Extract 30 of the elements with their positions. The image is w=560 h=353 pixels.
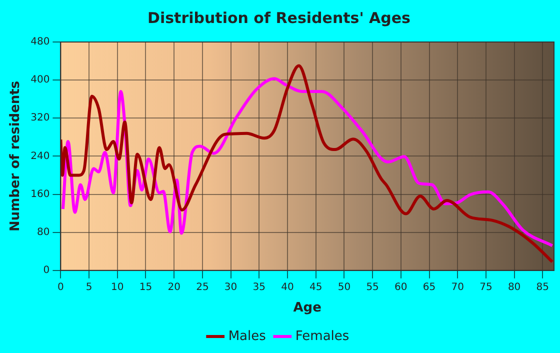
y-tick-label: 160 xyxy=(30,188,50,200)
x-tick-label: 75 xyxy=(480,282,492,293)
x-tick-label: 0 xyxy=(58,282,64,293)
x-tick-label: 80 xyxy=(508,282,521,293)
x-tick-label: 30 xyxy=(224,282,238,293)
x-tick-label: 85 xyxy=(536,282,550,293)
chart-title: Distribution of Residents' Ages xyxy=(148,8,411,27)
x-tick-label: 55 xyxy=(366,282,379,293)
x-tick-label: 70 xyxy=(451,282,464,293)
y-tick-label: 240 xyxy=(30,150,50,162)
x-tick-label: 25 xyxy=(196,282,209,293)
y-tick-label: 320 xyxy=(30,112,50,124)
legend-label: Females xyxy=(295,328,350,344)
x-tick-label: 5 xyxy=(86,282,92,293)
legend-label: Males xyxy=(228,328,266,344)
y-tick-label: 80 xyxy=(36,226,50,238)
x-tick-label: 65 xyxy=(422,282,436,293)
x-tick-label: 60 xyxy=(394,282,408,293)
y-axis-title: Number of residents xyxy=(8,80,24,232)
x-tick-label: 45 xyxy=(309,282,322,293)
x-tick-label: 50 xyxy=(338,282,351,293)
x-tick-label: 20 xyxy=(168,282,180,293)
x-axis-title: Age xyxy=(293,300,322,316)
x-tick-label: 40 xyxy=(281,282,294,293)
y-tick-label: 480 xyxy=(30,36,50,48)
x-tick-label: 15 xyxy=(139,282,152,293)
y-tick-label: 0 xyxy=(43,264,50,276)
y-tick-label: 400 xyxy=(30,74,50,86)
x-tick-label: 35 xyxy=(252,282,266,293)
x-tick-label: 10 xyxy=(111,282,124,293)
